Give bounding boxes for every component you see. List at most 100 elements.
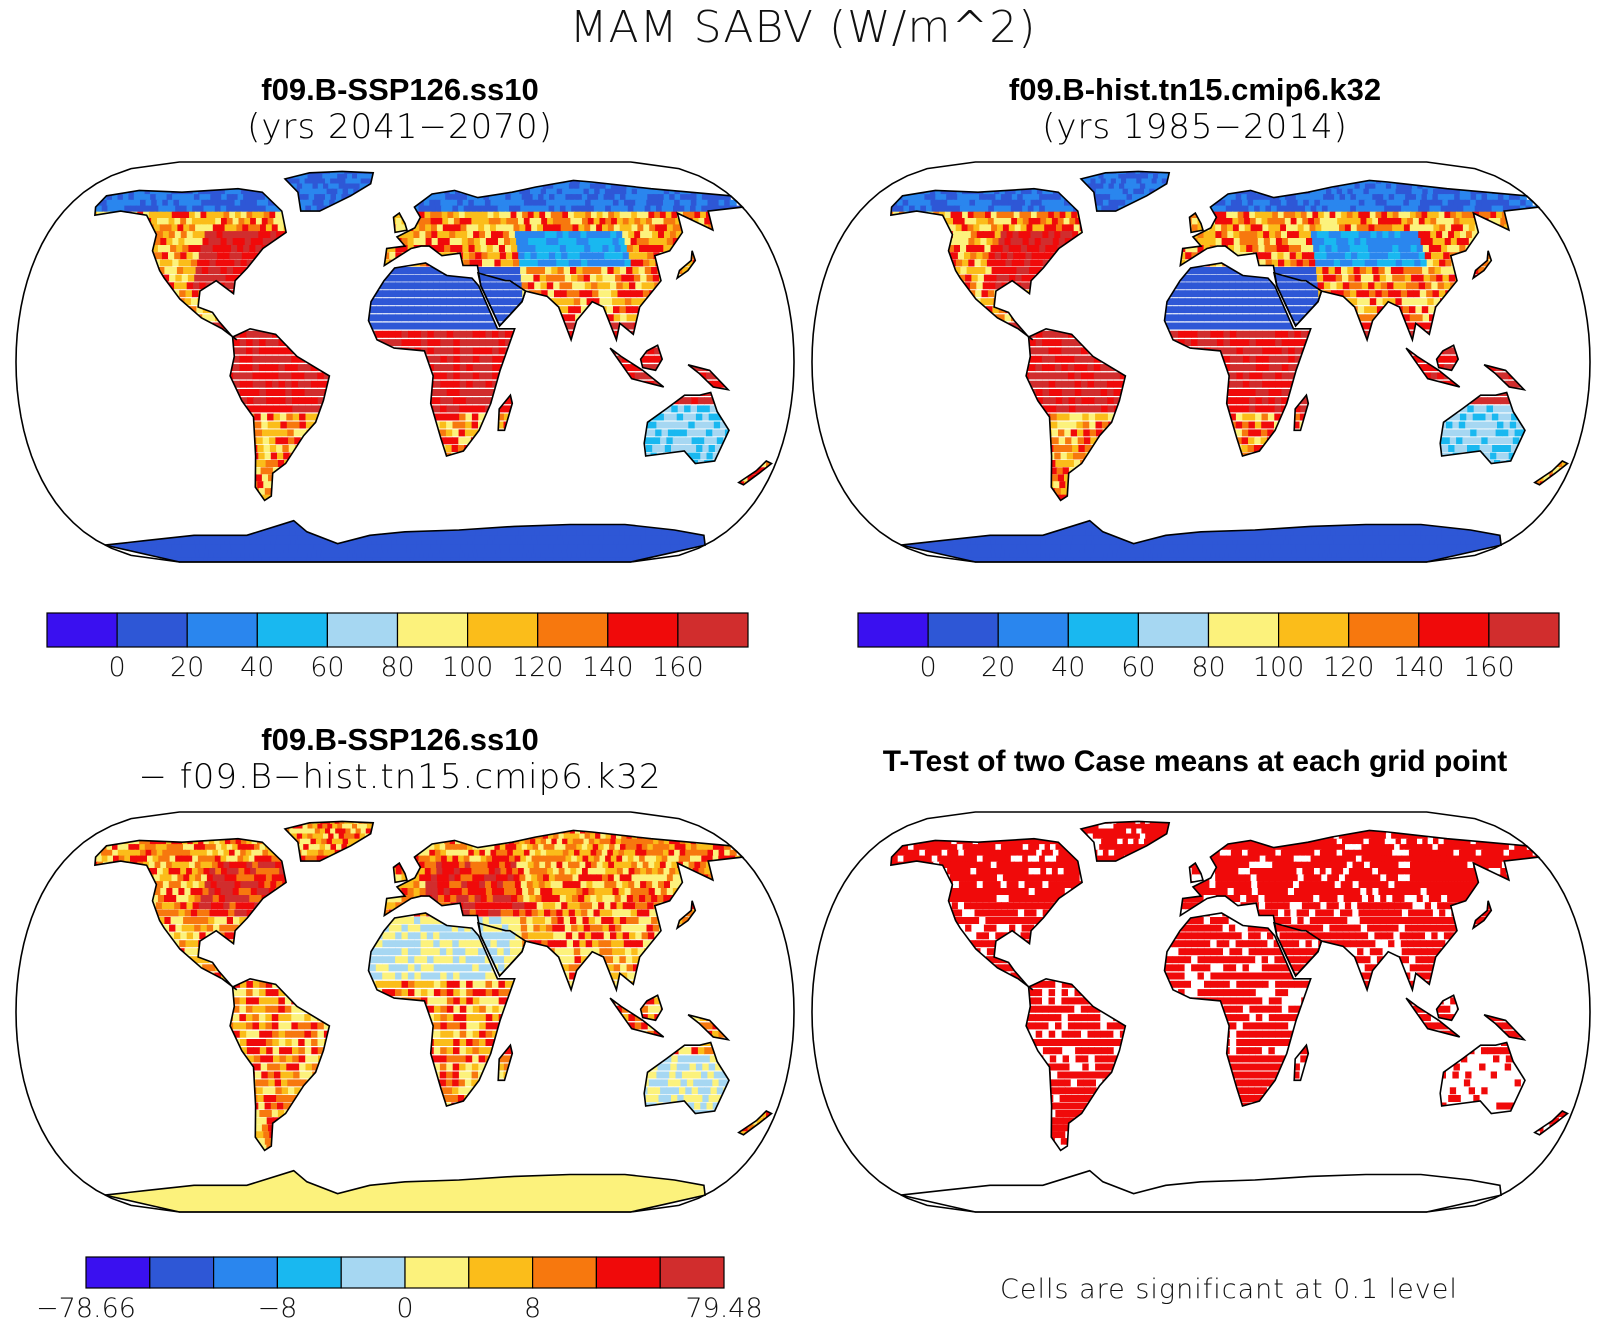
grid-cell [511,245,519,252]
grid-cell [599,298,607,306]
grid-cell [459,322,467,330]
grid-cell [184,298,192,306]
grid-cell [388,282,396,290]
grid-cell [395,274,403,282]
grid-cell [204,194,212,202]
grid-cell [483,218,490,225]
grid-cell [209,205,217,213]
grid-cell [614,245,622,252]
grid-cell [201,224,208,232]
grid-cell [619,224,627,232]
grid-cell [234,231,242,239]
grid-cell [453,211,461,219]
grid-cell [246,397,254,405]
grid-cell [590,224,598,232]
grid-cell [605,218,613,225]
grid-cell [614,211,621,219]
grid-cell [253,405,261,413]
grid-cell [628,372,636,380]
grid-cell [648,429,656,437]
grid-cell [585,252,593,260]
grid-cell [519,259,527,267]
grid-cell [553,245,561,252]
grid-cell [584,282,592,290]
grid-cell [472,224,480,232]
grid-cell [610,231,618,239]
grid-cell [472,355,480,363]
grid-cell [515,290,523,298]
grid-cell [407,238,415,245]
grid-cell [336,194,343,202]
grid-cell [255,245,263,252]
grid-cell [156,199,164,207]
grid-cell [401,330,409,338]
grid-cell [695,413,703,421]
grid-cell [448,218,456,225]
grid-cell [597,282,605,290]
grid-cell [492,347,500,355]
grid-cell [704,437,712,445]
grid-cell [625,306,633,314]
grid-cell [414,314,422,322]
grid-cell [287,429,295,437]
grid-cell [497,205,505,213]
grid-cell [278,372,286,380]
grid-cell [172,238,180,245]
grid-cell [479,347,487,355]
grid-cell [249,245,257,252]
grid-cell [233,380,241,388]
grid-cell [265,205,273,213]
grid-cell [458,437,466,445]
grid-cell [642,211,650,219]
grid-cell [496,199,504,207]
grid-cell [439,437,447,445]
grid-cell [175,205,183,213]
grid-cell [574,199,581,207]
grid-cell [493,211,501,219]
grid-cell [267,218,275,225]
grid-cell [674,194,682,202]
grid-cell [519,224,527,232]
grid-cell [469,259,477,267]
grid-cell [622,282,630,290]
grid-cell [688,211,696,219]
grid-cell [122,194,130,202]
grid-cell [479,364,487,372]
grid-cell [291,364,299,372]
grid-cell [571,274,579,282]
grid-cell [490,298,498,306]
grid-cell [504,330,512,338]
grid-cell [562,211,570,219]
grid-cell [514,205,522,213]
grid-cell [612,259,620,267]
grid-cell [631,211,639,219]
grid-cell [599,218,607,225]
grid-cell [691,194,698,202]
grid-cell [215,259,223,267]
grid-cell [646,274,654,282]
grid-cell [130,205,137,213]
grid-cell [247,405,255,413]
grid-cell [622,252,630,260]
grid-cell [286,421,294,429]
grid-cell [258,347,266,355]
grid-cell [537,224,545,232]
grid-cell [433,282,441,290]
grid-cell [255,429,263,437]
grid-cell [616,231,624,239]
grid-cell [548,252,556,260]
grid-cell [559,245,567,252]
grid-cell [483,274,491,282]
grid-cell [700,211,708,219]
grid-cell [311,205,318,213]
grid-cell [527,282,535,290]
grid-cell [432,267,440,274]
grid-cell [627,274,635,282]
grid-cell [617,290,625,298]
grid-cell [325,178,332,186]
grid-cell [578,224,586,232]
grid-cell [190,259,198,267]
grid-cell [440,314,448,322]
grid-cell [618,298,626,306]
grid-cell [213,274,221,282]
